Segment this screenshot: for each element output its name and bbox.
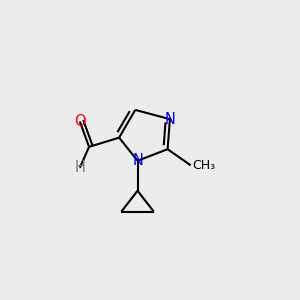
Text: N: N	[164, 112, 175, 127]
Text: H: H	[74, 160, 85, 175]
Text: CH₃: CH₃	[192, 159, 215, 172]
Text: O: O	[74, 114, 85, 129]
Text: N: N	[132, 153, 143, 168]
